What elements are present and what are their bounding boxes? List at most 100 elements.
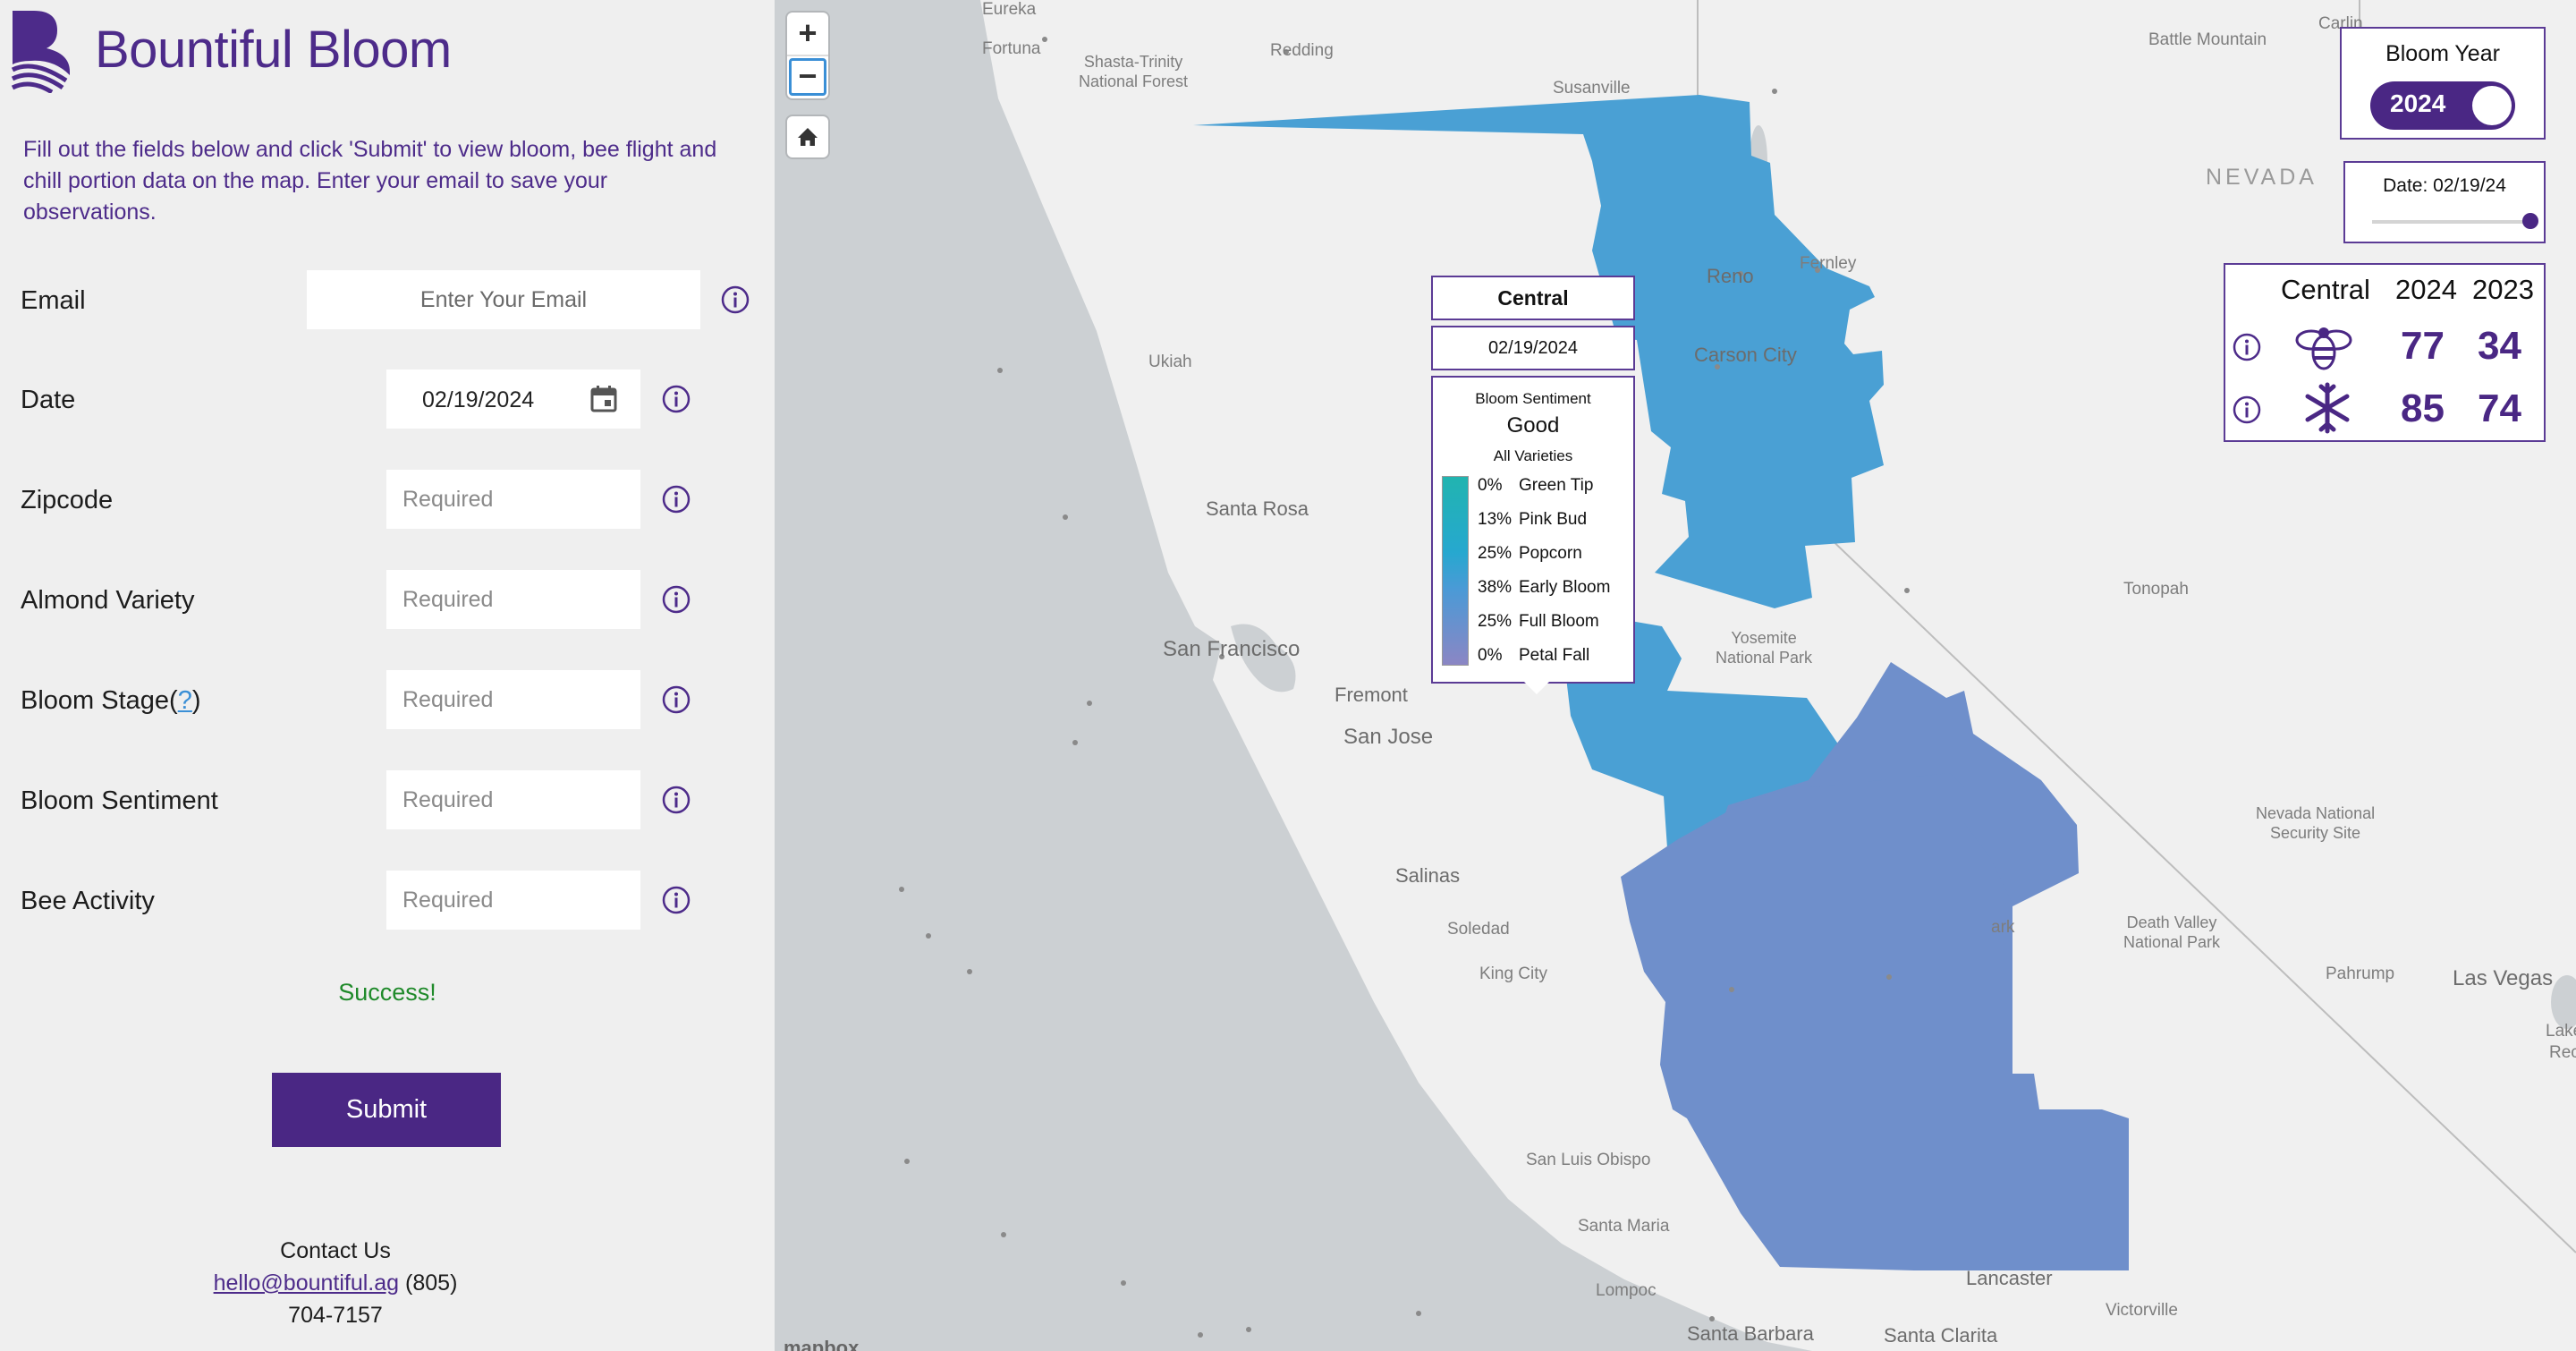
place-label-line: Yosemite: [1731, 629, 1797, 647]
stage-label-close: ): [191, 686, 201, 715]
zoom-control: + −: [787, 13, 828, 98]
place-label: Fremont: [1335, 684, 1408, 706]
place-label-line: National Park: [2123, 933, 2221, 951]
stats-year-b: 2023: [2472, 274, 2534, 305]
stage-name: Popcorn: [1519, 544, 1582, 563]
bloom-year-value: 2024: [2390, 89, 2446, 117]
zipcode-label: Zipcode: [21, 486, 114, 514]
bee-row: Bee Activity: [0, 871, 775, 930]
bee-stat-previous: 34: [2478, 324, 2521, 368]
zipcode-row: Zipcode: [0, 470, 775, 529]
bee-icon: [2295, 327, 2352, 370]
stage-help-link[interactable]: ?: [177, 686, 192, 715]
date-field[interactable]: 02/19/2024: [386, 370, 640, 429]
date-slider-track[interactable]: [2372, 220, 2533, 224]
chill-stat-info-icon[interactable]: [2233, 395, 2261, 424]
zoom-out-button[interactable]: −: [787, 56, 828, 98]
variety-info-icon[interactable]: [662, 585, 691, 614]
stage-name: Pink Bud: [1519, 510, 1588, 529]
place-label-line: Death Valley: [2126, 913, 2217, 931]
email-field[interactable]: [307, 270, 700, 329]
date-slider-label: Date: 02/19/24: [2383, 175, 2506, 196]
stats-year-a: 2024: [2395, 274, 2457, 305]
zoom-in-button[interactable]: +: [798, 14, 818, 51]
place-label: Death Valley National Park: [2123, 913, 2220, 952]
date-slider-thumb[interactable]: [2522, 213, 2538, 229]
form-panel: Bountiful Bloom Fill out the fields belo…: [0, 0, 775, 1351]
stage-info-icon[interactable]: [662, 685, 691, 714]
sentiment-row: Bloom Sentiment: [0, 770, 775, 829]
region-stats-card: Central 2024 2023 77 34 85 74: [2224, 263, 2546, 442]
success-message: Success!: [338, 979, 436, 1006]
popup-sentiment-value: Good: [1506, 413, 1560, 438]
popup-varieties: All Varieties: [1493, 447, 1573, 464]
stage-field[interactable]: [386, 670, 640, 729]
variety-label: Almond Variety: [21, 586, 195, 615]
date-value: 02/19/2024: [422, 387, 535, 412]
toggle-knob[interactable]: [2472, 86, 2512, 125]
bee-label: Bee Activity: [21, 887, 155, 915]
variety-row: Almond Variety: [0, 570, 775, 629]
place-label: Eureka: [982, 0, 1037, 19]
variety-field[interactable]: [386, 570, 640, 629]
date-label: Date: [21, 386, 76, 414]
email-row: Email: [0, 270, 775, 329]
place-label: San Francisco: [1163, 637, 1301, 661]
stage-name: Full Bloom: [1519, 612, 1599, 631]
region-north[interactable]: [1193, 95, 1884, 608]
home-icon: [798, 128, 818, 146]
popup-sentiment-label: Bloom Sentiment: [1475, 390, 1591, 407]
state-label: NEVADA: [2206, 165, 2318, 190]
snowflake-icon: [2305, 382, 2350, 434]
map-canvas[interactable]: Eureka Fortuna Redding Shasta-Trinity Nat…: [775, 0, 2576, 1351]
stage-row-item: 38% Early Bloom: [1478, 578, 1610, 598]
place-label: Carson City: [1694, 344, 1797, 366]
region-south[interactable]: [1621, 773, 2129, 1270]
bee-stat-current: 77: [2401, 324, 2445, 368]
place-label: Nevada National Security Site: [2256, 803, 2375, 843]
home-button[interactable]: [787, 116, 828, 157]
bee-stat-info-icon[interactable]: [2233, 333, 2261, 361]
place-label: Redding: [1270, 41, 1334, 60]
date-row: Date 02/19/2024: [0, 370, 775, 429]
date-info-icon[interactable]: [662, 385, 691, 413]
stage-gradient-bar: [1442, 476, 1469, 666]
sentiment-field[interactable]: [386, 770, 640, 829]
bloom-year-toggle[interactable]: 2024: [2370, 81, 2515, 130]
popup-details: Bloom Sentiment Good All Varieties 0% Gre…: [1431, 376, 1635, 684]
email-info-icon[interactable]: [721, 285, 750, 314]
bee-field[interactable]: [386, 871, 640, 930]
stage-label-text: Bloom Stage(: [21, 686, 178, 715]
bloom-year-card: Bloom Year 2024: [2340, 27, 2546, 140]
sentiment-info-icon[interactable]: [662, 786, 691, 814]
sentiment-label: Bloom Sentiment: [21, 786, 218, 815]
place-label-line: National Park: [1716, 649, 1813, 667]
zoom-divider: [787, 55, 828, 56]
stage-pct: 0%: [1478, 476, 1503, 495]
stage-row-item: 0% Petal Fall: [1478, 646, 1589, 666]
bee-info-icon[interactable]: [662, 886, 691, 914]
contact-email-link[interactable]: hello@bountiful.ag: [213, 1270, 400, 1296]
place-label: Santa Maria: [1578, 1217, 1670, 1236]
place-label: Soledad: [1447, 920, 1510, 939]
place-label: Lancaster: [1966, 1267, 2053, 1289]
calendar-icon[interactable]: [589, 384, 619, 414]
place-label: Battle Mountain: [2148, 30, 2267, 49]
place-label: ark: [1991, 918, 2015, 937]
place-label-line: Nevada National: [2256, 804, 2376, 822]
place-label: Santa Barbara: [1687, 1322, 1814, 1345]
email-label: Email: [21, 286, 86, 315]
zipcode-info-icon[interactable]: [662, 485, 691, 514]
stage-pct: 13%: [1478, 510, 1513, 529]
stage-row-item: 13% Pink Bud: [1478, 510, 1587, 530]
submit-button[interactable]: Submit: [272, 1073, 501, 1147]
stage-label: Bloom Stage(?): [21, 686, 201, 716]
mapbox-attribution[interactable]: mapbox: [784, 1337, 860, 1351]
stage-row-item: 25% Popcorn: [1478, 544, 1582, 564]
place-label-line: Shasta-Trinity: [1083, 53, 1183, 71]
zipcode-field[interactable]: [386, 470, 640, 529]
place-label: Salinas: [1395, 864, 1461, 887]
stage-pct: 25%: [1478, 544, 1513, 563]
popup-region-name: Central: [1431, 276, 1635, 320]
place-label: Rec: [2549, 1043, 2576, 1062]
